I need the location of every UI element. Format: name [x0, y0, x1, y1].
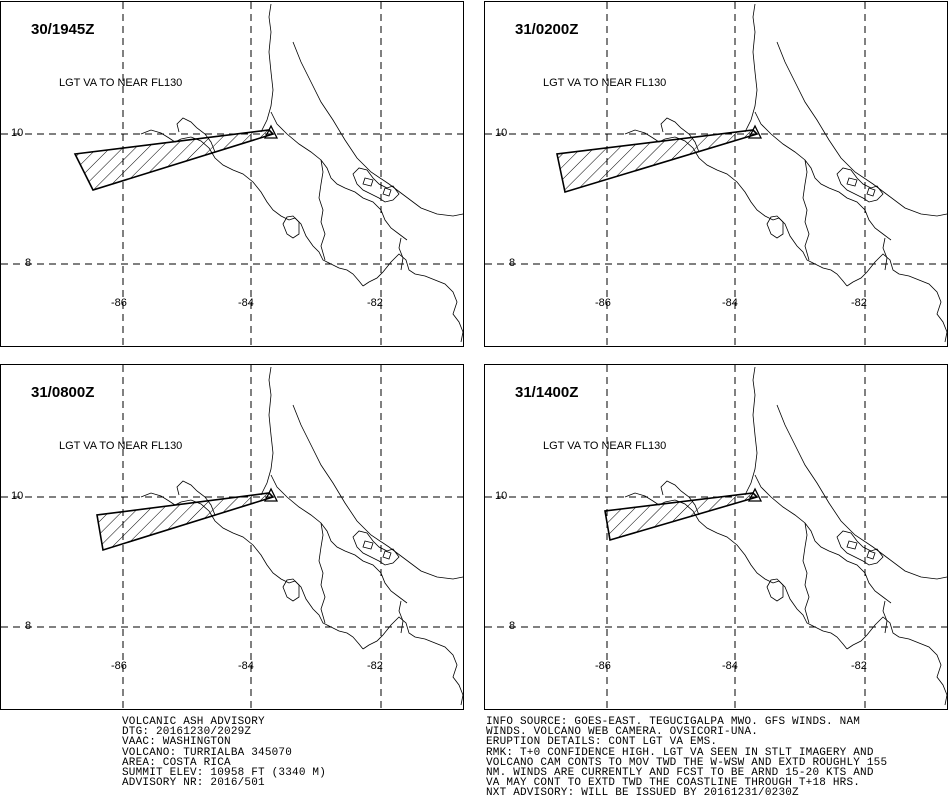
coastline — [846, 253, 948, 343]
map-panel-4: 31/1400Z LGT VA TO NEAR FL130 10 8 -86 -… — [484, 364, 949, 711]
lat-label-8: 8 — [25, 620, 32, 632]
ash-plume-polygon — [556, 129, 759, 194]
ash-plume-polygon — [96, 492, 275, 552]
coastline — [292, 41, 464, 217]
panel-time-label: 31/1400Z — [515, 384, 579, 401]
volcano-icon — [263, 124, 279, 139]
coastline — [624, 129, 848, 287]
map-canvas — [1, 365, 465, 711]
coastline — [362, 540, 392, 560]
info-line: NM. WINDS ARE CURRENTLY AND FCST TO BE A… — [486, 767, 874, 780]
coastline — [776, 41, 948, 217]
lat-label-8: 8 — [509, 620, 516, 632]
volcano-icon — [747, 487, 763, 502]
coastline — [292, 404, 464, 580]
lat-label-10: 10 — [495, 127, 508, 139]
map-canvas — [485, 365, 949, 711]
map-panel-3: 31/0800Z LGT VA TO NEAR FL130 10 8 -86 -… — [0, 364, 465, 711]
coastline — [362, 616, 464, 706]
coastline — [836, 530, 884, 566]
map-panel-2: 31/0200Z LGT VA TO NEAR FL130 10 8 -86 -… — [484, 1, 949, 348]
info-line: VA MAY CONT TO EXTD TWD THE COASTLINE TH… — [486, 777, 861, 790]
volcano-icon — [747, 124, 763, 139]
map-panel-1: 30/1945Z LGT VA TO NEAR FL130 10 8 -86 -… — [0, 1, 465, 348]
coastline — [352, 530, 400, 566]
info-line: RMK: T+0 CONFIDENCE HIGH. LGT VA SEEN IN… — [486, 746, 874, 759]
lon-label-86: -86 — [111, 660, 127, 672]
lon-label-86: -86 — [111, 297, 127, 309]
va-height-label: LGT VA TO NEAR FL130 — [59, 440, 183, 452]
lon-label-82: -82 — [367, 297, 383, 309]
map-canvas — [1, 2, 465, 348]
lat-label-8: 8 — [25, 257, 32, 269]
coastline — [744, 366, 892, 604]
lon-label-84: -84 — [722, 660, 738, 672]
advisory-line: SUMMIT ELEV: 10958 FT (3340 M) — [122, 767, 327, 780]
coastline — [140, 492, 364, 650]
coastline — [624, 492, 848, 650]
info-line: INFO SOURCE: GOES-EAST. TEGUCIGALPA MWO.… — [486, 716, 861, 728]
advisory-line: VAAC: WASHINGTON — [122, 736, 231, 749]
lat-label-10: 10 — [495, 490, 508, 502]
coastline — [766, 215, 784, 239]
lon-label-86: -86 — [595, 660, 611, 672]
lon-label-82: -82 — [851, 660, 867, 672]
coastline — [362, 253, 464, 343]
coastline — [846, 540, 876, 560]
coastline — [846, 177, 876, 197]
coastline — [318, 159, 404, 271]
lon-label-82: -82 — [851, 297, 867, 309]
ash-plume-polygon — [73, 129, 275, 191]
advisory-info-text: INFO SOURCE: GOES-EAST. TEGUCIGALPA MWO.… — [486, 716, 888, 800]
info-line: VOLCANO CAM CONTS TO MOV TWD THE W-WSW A… — [486, 756, 888, 769]
panel-time-label: 31/0200Z — [515, 21, 579, 38]
coastline — [318, 522, 404, 634]
info-line: WINDS. VOLCANO WEB CAMERA. OVSICORI-UNA. — [486, 726, 759, 739]
advisory-line: ADVISORY NR: 2016/501 — [122, 777, 265, 790]
coastline — [836, 167, 884, 203]
coastline — [260, 3, 408, 241]
lat-label-10: 10 — [11, 127, 24, 139]
coastline — [744, 3, 892, 241]
panel-time-label: 31/0800Z — [31, 384, 95, 401]
coastline — [282, 578, 300, 602]
lon-label-82: -82 — [367, 660, 383, 672]
coastline — [140, 129, 364, 287]
map-canvas — [485, 2, 949, 348]
panel-time-label: 30/1945Z — [31, 21, 95, 38]
ash-plume-polygon — [604, 492, 759, 542]
lat-label-10: 10 — [11, 490, 24, 502]
lon-label-84: -84 — [722, 297, 738, 309]
va-height-label: LGT VA TO NEAR FL130 — [59, 77, 183, 89]
coastline — [282, 215, 300, 239]
coastline — [846, 616, 948, 706]
advisory-line: AREA: COSTA RICA — [122, 756, 231, 769]
info-line: ERUPTION DETAILS: CONT LGT VA EMS. — [486, 736, 718, 749]
advisory-line: VOLCANO: TURRIALBA 345070 — [122, 746, 293, 759]
info-line: NXT ADVISORY: WILL BE ISSUED BY 20161231… — [486, 787, 799, 800]
va-height-label: LGT VA TO NEAR FL130 — [543, 77, 667, 89]
lon-label-84: -84 — [238, 660, 254, 672]
coastline — [352, 167, 400, 203]
coastline — [776, 404, 948, 580]
coastline — [802, 522, 888, 634]
lat-label-8: 8 — [509, 257, 516, 269]
lon-label-84: -84 — [238, 297, 254, 309]
advisory-line: VOLCANIC ASH ADVISORY — [122, 716, 265, 728]
advisory-header-text: VOLCANIC ASH ADVISORY DTG: 20161230/2029… — [122, 716, 327, 790]
va-height-label: LGT VA TO NEAR FL130 — [543, 440, 667, 452]
coastline — [802, 159, 888, 271]
volcano-icon — [263, 487, 279, 502]
advisory-line: DTG: 20161230/2029Z — [122, 726, 252, 739]
coastline — [362, 177, 392, 197]
lon-label-86: -86 — [595, 297, 611, 309]
coastline — [766, 578, 784, 602]
coastline — [260, 366, 408, 604]
